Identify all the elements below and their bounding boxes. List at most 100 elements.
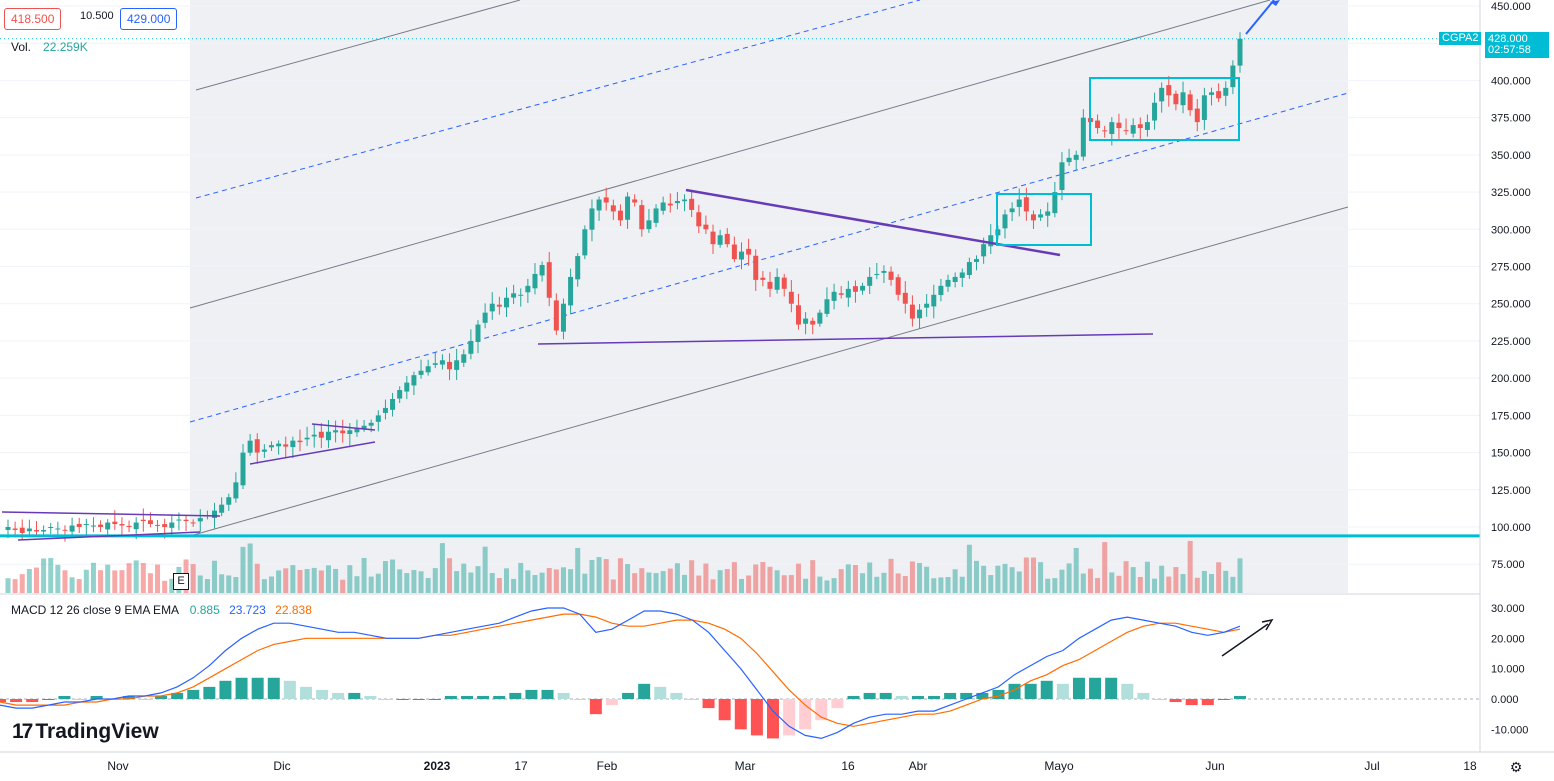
- candle-body: [1216, 91, 1222, 99]
- candle-body: [347, 430, 353, 434]
- volume-bar: [717, 570, 723, 593]
- macd-tick-label: 0.000: [1491, 694, 1519, 706]
- volume-bar: [646, 572, 652, 593]
- settings-gear-icon[interactable]: ⚙: [1509, 759, 1523, 775]
- volume-bar: [774, 570, 780, 593]
- volume-bar: [639, 568, 645, 593]
- volume-bar: [247, 543, 253, 593]
- volume-bar: [560, 567, 566, 593]
- candle-body: [610, 205, 616, 212]
- macd-hist-bar: [750, 699, 763, 736]
- volume-bar: [988, 575, 994, 593]
- candle-body: [824, 299, 830, 314]
- macd-legend[interactable]: MACD 12 26 close 9 EMA EMA 0.885 23.723 …: [11, 603, 312, 617]
- candle-body: [5, 527, 11, 530]
- volume-bar: [511, 578, 517, 593]
- macd-hist-bar: [251, 677, 264, 699]
- candle-body: [1123, 130, 1129, 132]
- volume-bar: [1109, 572, 1115, 593]
- symbol-tag: CGPA2: [1439, 32, 1482, 45]
- candle-body: [325, 431, 331, 441]
- candle-body: [1002, 214, 1008, 229]
- candle-body: [311, 434, 317, 437]
- volume-bar: [689, 560, 695, 593]
- volume-bar: [867, 562, 873, 593]
- candle-body: [625, 196, 631, 220]
- candle-body: [774, 276, 780, 290]
- volume-bar: [788, 575, 794, 593]
- candle-body: [988, 235, 994, 247]
- candle-body: [140, 519, 146, 522]
- price-tick-label: 350.000: [1491, 150, 1531, 162]
- volume-bar: [1201, 570, 1207, 593]
- volume-bar: [447, 558, 453, 593]
- volume-bar: [589, 560, 595, 593]
- candle-body: [525, 285, 531, 293]
- candle-body: [568, 276, 574, 306]
- candle-body: [1102, 130, 1108, 132]
- volume-bar: [603, 559, 609, 593]
- macd-hist-bar: [316, 689, 329, 699]
- macd-hist-bar: [1056, 683, 1069, 699]
- candle-body: [454, 360, 460, 370]
- macd-arrow: [1221, 623, 1269, 657]
- volume-bar: [283, 568, 289, 593]
- volume-bar: [62, 570, 68, 593]
- volume-bar: [26, 569, 32, 593]
- price-tick-label: 450.000: [1491, 1, 1531, 13]
- candle-body: [1187, 94, 1193, 111]
- macd-tick-label: 10.000: [1491, 664, 1525, 676]
- volume-bar: [610, 579, 616, 593]
- volume-bar: [795, 563, 801, 593]
- macd-hist-bar: [1105, 677, 1118, 699]
- bid-price-box[interactable]: 418.500: [4, 8, 62, 30]
- price-tick-label: 375.000: [1491, 113, 1531, 125]
- candle-body: [76, 523, 82, 527]
- macd-hist-bar: [58, 695, 71, 699]
- ask-price-box[interactable]: 429.000: [120, 8, 178, 30]
- tradingview-logo[interactable]: 17 TradingView: [12, 720, 159, 744]
- volume-bar: [169, 578, 175, 593]
- volume-bar: [226, 575, 232, 593]
- volume-bar: [90, 562, 96, 593]
- candle-body: [959, 272, 965, 278]
- volume-bar: [155, 564, 161, 593]
- candle-body: [881, 270, 887, 273]
- candle-body: [119, 524, 125, 526]
- macd-hist-bar: [412, 699, 425, 700]
- volume-bar: [632, 573, 638, 593]
- time-tick-label: Dic: [273, 759, 290, 773]
- macd-hist-bar: [219, 680, 232, 699]
- candle-body: [739, 251, 745, 260]
- volume-legend[interactable]: Vol. 22.259K: [11, 40, 88, 54]
- volume-bar: [1080, 573, 1086, 593]
- macd-hist-bar: [879, 692, 892, 699]
- volume-bar: [1180, 573, 1186, 593]
- volume-bar: [1187, 540, 1193, 593]
- volume-bar: [966, 544, 972, 593]
- volume-bar: [147, 573, 153, 593]
- candle-body: [33, 530, 39, 532]
- candle-body: [26, 528, 32, 532]
- price-tick-label: 150.000: [1491, 448, 1531, 460]
- candle-body: [382, 407, 388, 413]
- candle-body: [1073, 154, 1079, 160]
- candle-body: [98, 524, 104, 527]
- candle-body: [1173, 93, 1179, 105]
- candle-body: [582, 229, 588, 256]
- volume-bar: [1159, 565, 1165, 593]
- price-tick-label: 200.000: [1491, 373, 1531, 385]
- candle-body: [639, 205, 645, 230]
- volume-bar: [582, 573, 588, 593]
- candle-body: [653, 208, 659, 223]
- macd-signal-value: 22.838: [275, 603, 312, 617]
- volume-bar: [696, 575, 702, 593]
- volume-bar: [938, 577, 944, 593]
- candle-body: [974, 259, 980, 262]
- candle-body: [318, 431, 324, 438]
- volume-bar: [411, 570, 417, 593]
- earnings-marker[interactable]: E: [173, 573, 189, 590]
- candle-body: [945, 279, 951, 287]
- volume-bar: [418, 571, 424, 593]
